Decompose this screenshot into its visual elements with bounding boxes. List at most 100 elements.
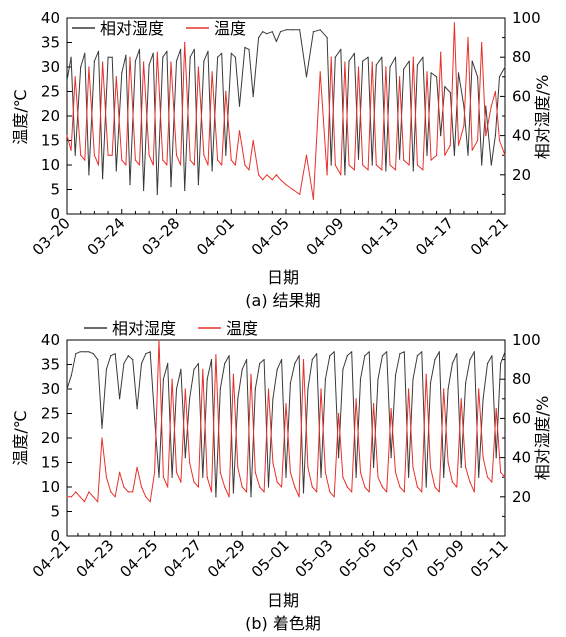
temperature-point xyxy=(436,154,438,156)
temperature-point xyxy=(88,66,90,68)
right-tick-label: 20 xyxy=(512,166,531,184)
humidity-series-line xyxy=(66,29,506,195)
humidity-point xyxy=(107,56,109,58)
temperature-point xyxy=(453,22,455,24)
temperature-point xyxy=(221,164,223,166)
humidity-point xyxy=(351,351,353,353)
humidity-point xyxy=(381,56,383,58)
temperature-point xyxy=(83,501,86,503)
temperature-point xyxy=(111,154,113,156)
temperature-point xyxy=(478,388,480,390)
temperature-point xyxy=(271,179,273,181)
series-lines xyxy=(66,339,506,503)
temperature-point xyxy=(238,130,241,132)
humidity-point xyxy=(88,351,90,353)
humidity-point xyxy=(373,466,375,468)
humidity-point xyxy=(451,362,453,365)
temperature-point xyxy=(368,491,370,493)
humidity-point xyxy=(403,351,405,353)
legend-humidity-label: 相对湿度 xyxy=(100,19,164,38)
humidity-point xyxy=(333,351,335,353)
temperature-point xyxy=(426,71,428,73)
humidity-point xyxy=(203,60,205,62)
humidity-point xyxy=(444,86,446,88)
left-tick-label: 40 xyxy=(41,331,60,349)
temperature-point xyxy=(377,476,379,478)
temperature-point xyxy=(232,373,234,375)
humidity-point xyxy=(362,60,364,62)
humidity-point xyxy=(275,40,277,43)
temperature-point xyxy=(101,437,103,439)
left-tick-label: 40 xyxy=(41,9,60,27)
temperature-point xyxy=(353,169,355,171)
temperature-point xyxy=(457,144,460,146)
temperature-point xyxy=(75,491,77,493)
humidity-point xyxy=(324,378,326,380)
humidity-point xyxy=(491,355,493,357)
humidity-point xyxy=(412,170,414,172)
x-tick-label: 04–13 xyxy=(357,214,402,259)
temperature-point xyxy=(258,174,260,176)
temperature-point xyxy=(456,486,458,488)
humidity-point xyxy=(93,60,95,62)
temperature-point xyxy=(152,164,154,166)
humidity-point xyxy=(148,64,150,66)
legend: 相对湿度 温度 xyxy=(72,19,246,38)
temperature-point xyxy=(460,398,462,400)
temperature-point xyxy=(136,466,138,468)
humidity-point xyxy=(478,476,480,478)
temperature-point xyxy=(105,476,107,478)
y-axis-title-left: 温度/℃ xyxy=(11,410,30,465)
left-tick-label: 10 xyxy=(41,478,60,496)
left-tick-label: 0 xyxy=(50,205,60,223)
humidity-point xyxy=(319,29,321,31)
humidity-point xyxy=(426,154,428,156)
humidity-point xyxy=(463,105,465,107)
temperature-point xyxy=(281,486,283,488)
humidity-point xyxy=(443,476,445,478)
humidity-point xyxy=(320,476,322,478)
temperature-point xyxy=(275,174,277,176)
humidity-point xyxy=(210,359,213,361)
temperature-point xyxy=(110,491,112,493)
humidity-point xyxy=(266,33,268,35)
temperature-point xyxy=(449,144,451,146)
humidity-point xyxy=(250,496,252,498)
x-axis: 04–2104–2304–2504–2704–2905–0105–0305–05… xyxy=(29,531,512,581)
humidity-point xyxy=(385,170,387,172)
left-axis: 0 5 10 15 20 25 30 35 40 xyxy=(41,9,72,223)
temperature-point xyxy=(276,481,278,483)
temperature-point xyxy=(175,154,178,156)
humidity-point xyxy=(495,457,497,459)
humidity-point xyxy=(390,457,392,459)
temperature-point xyxy=(114,496,116,498)
temperature-point xyxy=(202,368,204,370)
left-tick-label: 35 xyxy=(41,34,60,52)
temperature-point xyxy=(494,90,496,93)
temperature-point xyxy=(262,179,264,181)
humidity-point xyxy=(79,351,81,353)
right-tick-label: 100 xyxy=(512,331,541,349)
humidity-point xyxy=(279,31,282,33)
temperature-point xyxy=(348,164,350,166)
x-tick-label: 04–05 xyxy=(248,214,293,259)
humidity-point xyxy=(115,170,117,172)
temperature-point xyxy=(429,466,432,468)
temperature-point xyxy=(421,491,423,493)
humidity-point xyxy=(258,37,260,39)
humidity-point xyxy=(237,398,239,400)
temperature-point xyxy=(145,496,147,498)
left-tick-label: 30 xyxy=(41,380,60,398)
temperature-point xyxy=(326,174,328,176)
humidity-point xyxy=(348,60,350,62)
temperature-point xyxy=(127,491,129,493)
humidity-point xyxy=(156,193,158,195)
temperature-point xyxy=(211,71,213,73)
temperature-point xyxy=(254,471,256,473)
humidity-point xyxy=(276,368,278,370)
panel-coloring-period: 0 5 10 15 20 25 30 35 40 20 40 60 80 100 04–2104–230… xyxy=(11,319,552,633)
temperature-point xyxy=(486,476,489,478)
temperature-point xyxy=(125,164,127,166)
temperature-point xyxy=(373,403,375,405)
temperature-point xyxy=(342,476,344,478)
